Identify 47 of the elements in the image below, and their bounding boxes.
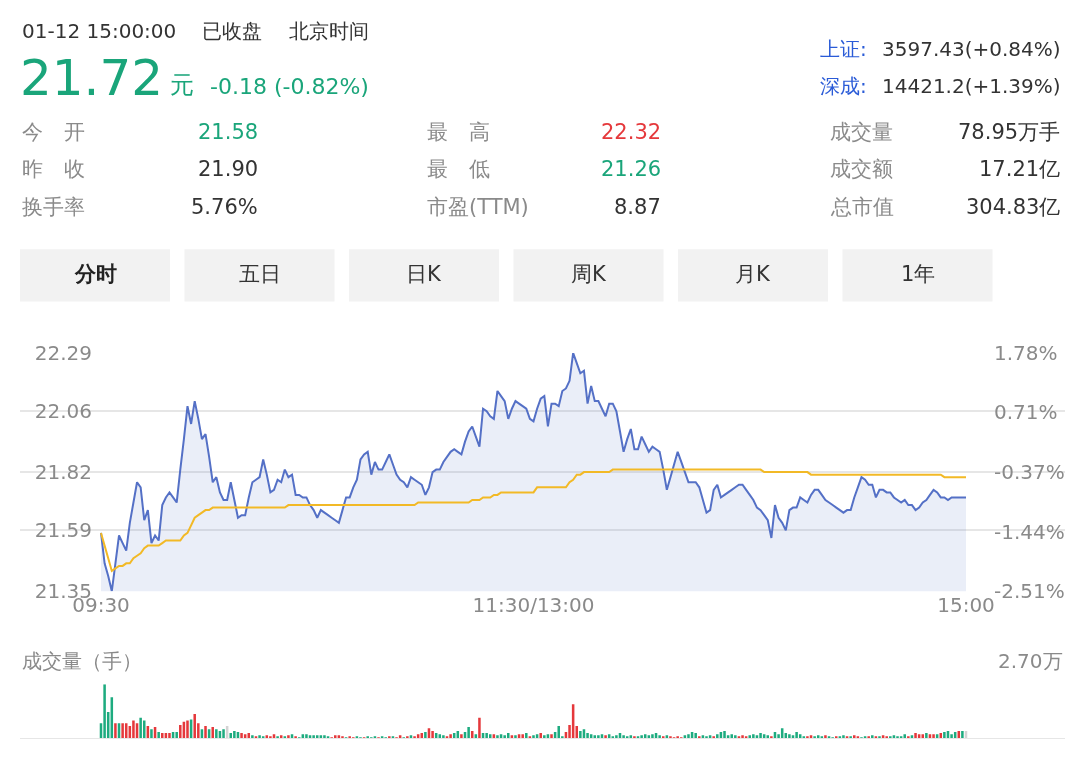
text: 17.21亿 bbox=[979, 157, 1061, 181]
text: 日K bbox=[406, 262, 442, 286]
text: -0.18 (-0.82%) bbox=[210, 74, 369, 99]
text: 14421.2(+1.39%) bbox=[882, 74, 1061, 98]
text: 月K bbox=[735, 262, 771, 286]
text: 5.76% bbox=[191, 195, 258, 219]
text: 周K bbox=[571, 262, 607, 286]
text: 2.70万 bbox=[998, 649, 1063, 673]
text: 304.83亿 bbox=[966, 195, 1061, 219]
text: 换手率 bbox=[22, 195, 85, 219]
text: 今 开 bbox=[22, 120, 85, 144]
text: 成交额 bbox=[830, 157, 893, 181]
text: 上证: bbox=[820, 37, 867, 61]
x-tick-label: 11:30/13:00 bbox=[472, 593, 595, 618]
text: 最 低 bbox=[427, 157, 490, 181]
text: 21.72 bbox=[20, 49, 164, 107]
text: 北京时间 bbox=[289, 19, 369, 43]
y2-tick-label: -1.44% bbox=[994, 519, 1065, 544]
text: 元 bbox=[170, 71, 194, 99]
y-tick-label: 22.06 bbox=[34, 399, 92, 424]
text: 总市值 bbox=[830, 195, 894, 219]
chart-title: 成交量（手） bbox=[22, 649, 142, 673]
text: 深成: bbox=[820, 74, 867, 98]
y-tick-label: 21.82 bbox=[34, 460, 92, 485]
text: 3597.43(+0.84%) bbox=[882, 37, 1061, 61]
text: 市盈(TTM) bbox=[427, 195, 529, 219]
text: 五日 bbox=[239, 262, 281, 286]
text: 21.58 bbox=[198, 120, 259, 144]
y2-tick-label: 1.78% bbox=[994, 340, 1058, 365]
x-tick-label: 15:00 bbox=[937, 593, 995, 618]
y2-tick-label: -0.37% bbox=[994, 460, 1065, 485]
text: 成交量 bbox=[830, 120, 893, 144]
text: 最 高 bbox=[427, 120, 490, 144]
text: 21.26 bbox=[601, 157, 662, 181]
text: 已收盘 bbox=[202, 19, 262, 43]
text: 78.95万手 bbox=[958, 120, 1061, 144]
text: 分时 bbox=[74, 262, 117, 286]
y-tick-label: 22.29 bbox=[34, 340, 92, 365]
text: 21.90 bbox=[198, 157, 259, 181]
y2-tick-label: 0.71% bbox=[994, 400, 1058, 425]
text: 8.87 bbox=[614, 195, 661, 219]
text: 1年 bbox=[901, 262, 936, 286]
text: 01-12 15:00:00 bbox=[22, 19, 177, 43]
text: 22.32 bbox=[601, 120, 662, 144]
text: 昨 收 bbox=[22, 157, 85, 181]
y2-tick-label: -2.51% bbox=[994, 579, 1065, 604]
y-tick-label: 21.59 bbox=[34, 518, 92, 543]
